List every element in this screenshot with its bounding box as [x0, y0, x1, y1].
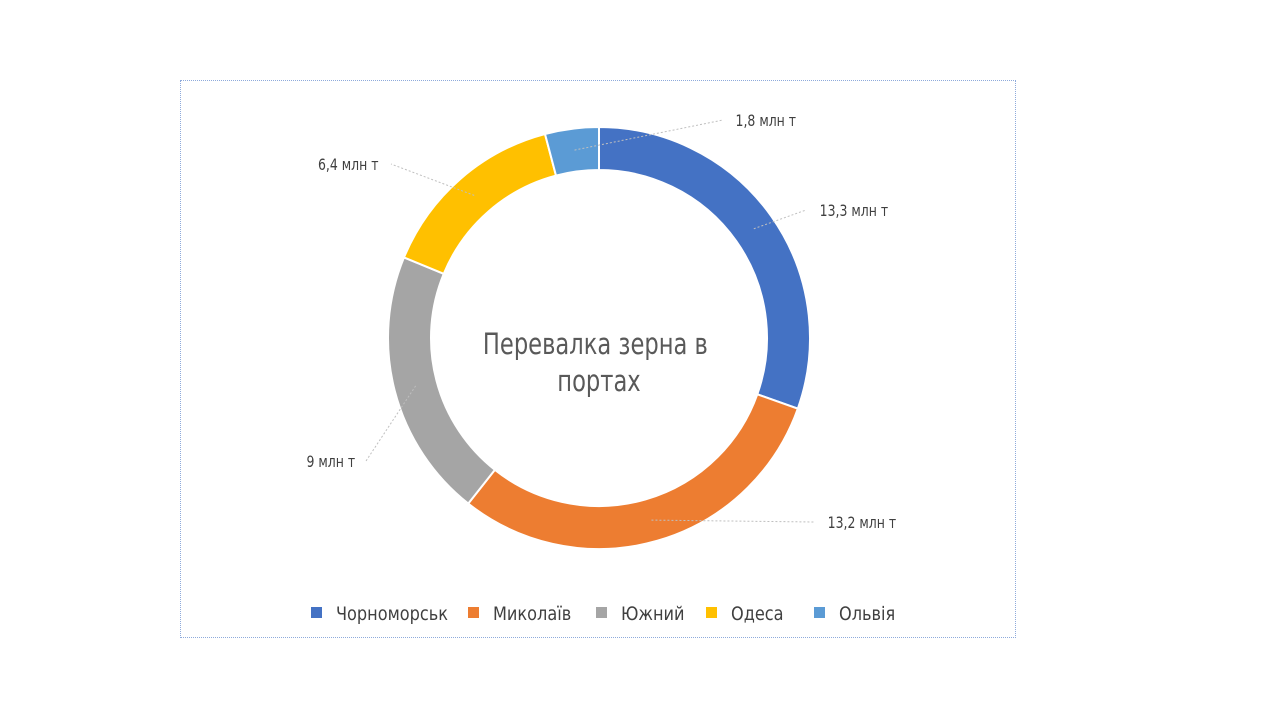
legend-label-ольвія: Ольвія	[839, 604, 895, 626]
leader-line-миколаїв	[651, 519, 815, 523]
legend-label-чорноморськ: Чорноморськ	[336, 604, 448, 626]
leader-line-ольвія	[574, 119, 724, 151]
legend: Чорноморськ Миколаїв Южний Одеса Ольвія	[311, 604, 895, 626]
leader-line-южний	[365, 385, 417, 462]
chart-title-line-1: Перевалка зерна в	[483, 328, 708, 361]
leader-line-чорноморськ	[753, 209, 807, 230]
data-label-ольвія: 1,8 млн т	[736, 113, 797, 131]
chart-title-line-2: портах	[557, 365, 640, 398]
legend-swatch-южний	[596, 607, 607, 618]
data-label-чорноморськ: 13,3 млн т	[820, 203, 888, 221]
legend-item-ольвія: Ольвія	[814, 604, 895, 626]
legend-item-миколаїв: Миколаїв	[468, 604, 571, 626]
legend-swatch-чорноморськ	[311, 607, 322, 618]
slice-ольвія	[543, 125, 600, 177]
legend-swatch-ольвія	[814, 607, 825, 618]
slice-одеса	[402, 132, 558, 276]
data-label-одеса: 6,4 млн т	[318, 157, 379, 175]
data-labels: 13,3 млн т 13,2 млн т 9 млн т 6,4 млн т 1,8 …	[307, 113, 897, 533]
legend-label-миколаїв: Миколаїв	[493, 604, 571, 626]
legend-item-одеса: Одеса	[706, 604, 784, 626]
legend-label-одеса: Одеса	[731, 604, 784, 626]
legend-item-чорноморськ: Чорноморськ	[311, 604, 448, 626]
legend-label-южний: Южний	[621, 604, 685, 626]
doughnut-slices	[387, 125, 811, 551]
slice-миколаїв	[466, 392, 800, 551]
legend-swatch-одеса	[706, 607, 717, 618]
leader-lines	[365, 119, 815, 523]
data-label-южний: 9 млн т	[307, 454, 356, 472]
leader-line-одеса	[390, 163, 475, 196]
chart-frame	[180, 80, 1016, 638]
data-label-миколаїв: 13,2 млн т	[828, 515, 896, 533]
legend-item-южний: Южний	[596, 604, 685, 626]
chart-title: Перевалка зерна в портах	[483, 328, 715, 398]
slice-южний	[387, 256, 497, 505]
legend-swatch-миколаїв	[468, 607, 479, 618]
